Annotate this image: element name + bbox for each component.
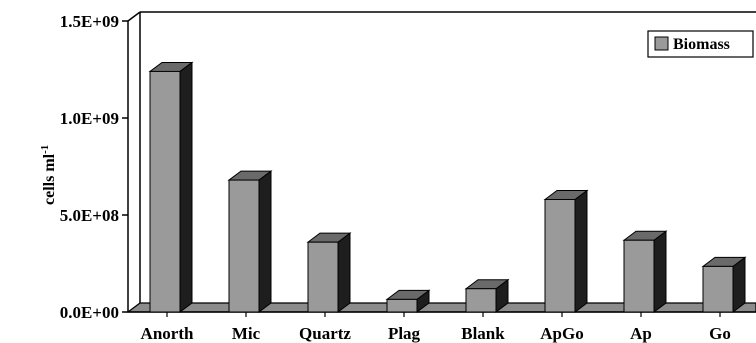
bar-front-face (386, 298, 418, 313)
y-tick-label: 1.0E+09 (60, 109, 119, 128)
bar-series (148, 61, 747, 313)
y-tick-label: 5.0E+08 (60, 206, 119, 225)
x-tick-label: Ap (630, 324, 652, 343)
bar-side-face (337, 232, 351, 313)
bar-side-face (179, 61, 193, 313)
y-axis-ticks: 0.0E+00 5.0E+08 1.0E+09 1.5E+09 (60, 12, 128, 322)
y-tick-label: 0.0E+00 (60, 303, 119, 322)
bar-anorth (148, 61, 194, 313)
bar-front-face (702, 265, 734, 313)
x-tick-label: Blank (461, 324, 505, 343)
x-tick-label: Mic (232, 324, 261, 343)
bar-front-face (149, 70, 181, 313)
bar-front-face (544, 198, 576, 313)
bar-side-face (258, 170, 272, 313)
x-axis-labels: Anorth Mic Quartz Plag Blank ApGo Ap Go (141, 312, 731, 343)
bar-apgo (543, 189, 589, 313)
bar-front-face (623, 239, 655, 313)
x-tick-label: ApGo (540, 324, 583, 343)
bar-front-face (465, 288, 497, 313)
y-tick-label: 1.5E+09 (60, 12, 119, 31)
top-depth-edge (127, 11, 141, 22)
x-tick-label: Anorth (141, 324, 194, 343)
x-tick-label: Quartz (299, 324, 351, 343)
y-axis-title-exponent: -1 (39, 145, 51, 154)
bar-mic (227, 170, 273, 313)
bar-side-face (653, 230, 667, 313)
x-tick-label: Plag (388, 324, 421, 343)
bar-go (701, 256, 747, 313)
bar-blank (464, 278, 510, 313)
legend-swatch (654, 36, 669, 51)
bar-ap (622, 230, 668, 313)
legend: Biomass (647, 30, 754, 58)
bar-plag (385, 289, 431, 313)
bar-side-face (574, 189, 588, 313)
bar-front-face (228, 179, 260, 313)
bar-quartz (306, 232, 352, 313)
legend-label: Biomass (673, 36, 730, 53)
x-tick-label: Go (709, 324, 731, 343)
y-axis-title: cells ml-1 (39, 145, 58, 205)
y-axis-title-text: cells ml (41, 153, 58, 205)
plot-frame (127, 11, 756, 312)
bar-front-face (307, 241, 339, 313)
